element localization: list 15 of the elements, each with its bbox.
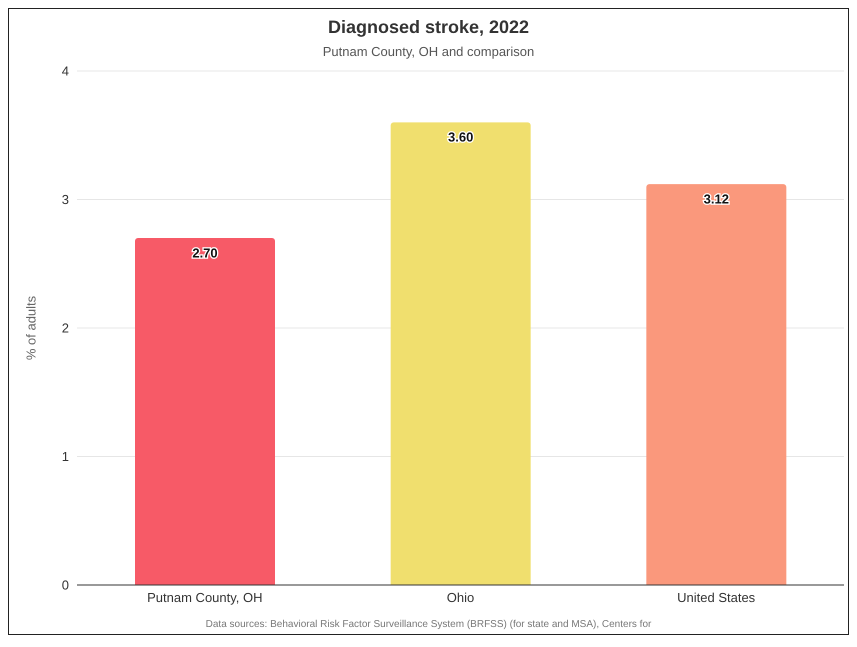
data-label: 3.60	[448, 130, 474, 145]
y-tick-label: 3	[62, 192, 69, 208]
x-tick-label: Putnam County, OH	[147, 590, 263, 606]
data-label: 3.12	[704, 191, 729, 206]
data-label: 2.70	[192, 245, 218, 260]
y-tick-label: 2	[62, 320, 69, 336]
chart-subtitle: Putnam County, OH and comparison	[322, 44, 536, 59]
text: Data sources: Behavioral Risk Factor Surveillance System (BRFSS) (for state and MSA), Centers for	[204, 619, 652, 632]
y-tick-label: 0	[62, 578, 69, 593]
y-axis-title: % of adults	[24, 295, 39, 360]
y-tick-label: 4	[62, 64, 69, 79]
chart-title: Diagnosed stroke, 2022	[326, 17, 530, 38]
x-tick-label: United States	[677, 590, 756, 606]
x-tick-label: Ohio	[446, 590, 474, 606]
y-tick-label: 1	[62, 449, 69, 464]
